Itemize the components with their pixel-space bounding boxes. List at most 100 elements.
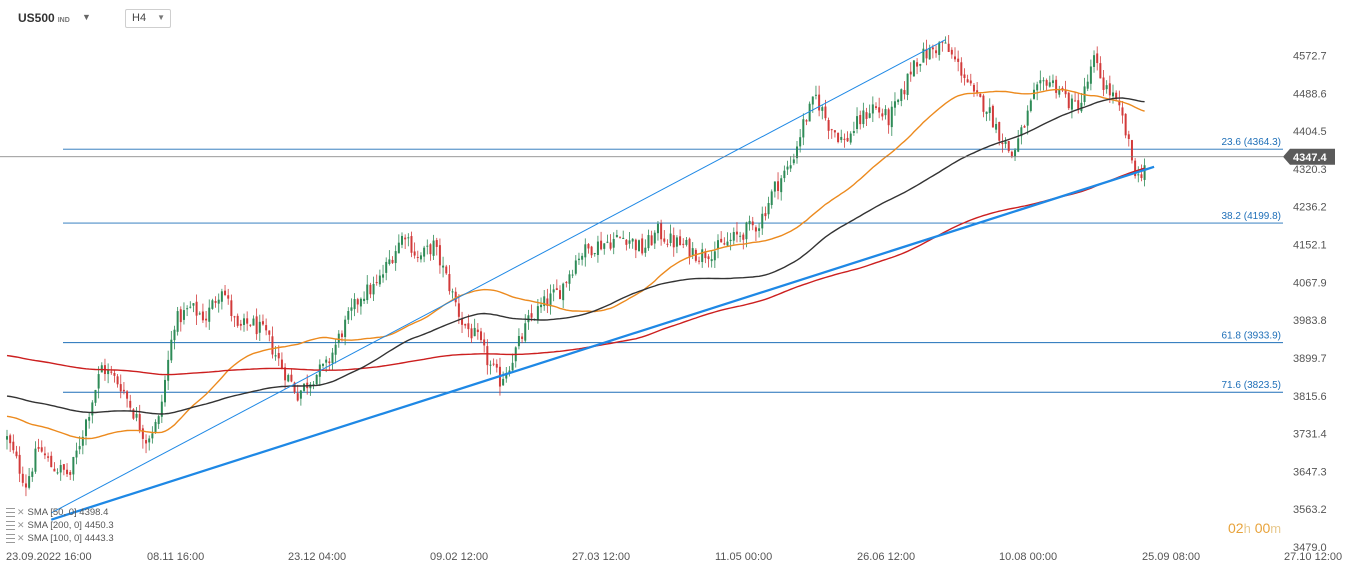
candle <box>906 73 909 101</box>
x-tick-label: 08.11 16:00 <box>147 551 204 563</box>
candle <box>50 451 53 468</box>
settings-icon[interactable] <box>6 507 15 517</box>
x-tick-label: 27.10 12:00 <box>1284 551 1342 563</box>
timeframe-selector[interactable]: H4 ▼ <box>125 9 171 28</box>
candle <box>350 298 353 321</box>
candle <box>868 104 871 119</box>
legend-label: SMA [50, 0] 4398.4 <box>27 507 109 518</box>
close-icon[interactable]: ✕ <box>17 520 25 530</box>
candle <box>15 445 18 459</box>
candle <box>56 468 59 475</box>
candle <box>322 363 324 369</box>
candle <box>243 313 245 332</box>
trendline[interactable] <box>51 39 946 514</box>
settings-icon[interactable] <box>6 520 15 530</box>
candle <box>603 243 606 255</box>
candle <box>1077 93 1080 114</box>
candle <box>419 252 422 263</box>
candle <box>21 466 24 487</box>
candle <box>62 463 65 476</box>
candle <box>347 307 350 324</box>
close-icon[interactable]: ✕ <box>17 507 25 517</box>
candle <box>884 105 887 120</box>
candle <box>69 470 72 481</box>
candle <box>679 229 682 246</box>
candle <box>138 404 141 434</box>
candle <box>214 296 217 308</box>
sma-line[interactable] <box>6 167 1145 376</box>
candle <box>615 229 618 238</box>
candle <box>988 98 991 121</box>
candle <box>1014 148 1017 161</box>
candle <box>258 314 261 342</box>
candle <box>754 225 757 242</box>
candle <box>88 412 91 429</box>
candle <box>954 47 956 62</box>
settings-icon[interactable] <box>6 533 15 543</box>
candle <box>805 119 808 126</box>
candle <box>916 58 919 75</box>
candle <box>517 328 520 350</box>
candle <box>571 269 574 279</box>
candle <box>287 373 290 383</box>
candle <box>998 121 1001 146</box>
sma-line[interactable] <box>6 97 1145 415</box>
candle <box>593 252 596 257</box>
candle <box>540 297 543 314</box>
moving-averages <box>6 88 1145 440</box>
y-tick-label: 3983.8 <box>1293 315 1327 327</box>
candle <box>682 238 685 249</box>
candle <box>1029 98 1032 113</box>
candle <box>170 330 173 364</box>
legend-label: SMA [200, 0] 4450.3 <box>27 520 114 531</box>
candle <box>429 243 432 261</box>
symbol-selector[interactable]: US500 IND <box>18 11 70 25</box>
candle <box>1033 82 1035 100</box>
x-tick-label: 10.08 00:00 <box>999 551 1057 563</box>
candle <box>511 353 514 371</box>
candle <box>426 239 429 255</box>
candle <box>767 196 770 219</box>
sma-line[interactable] <box>6 88 1145 440</box>
candle <box>862 102 865 128</box>
candle <box>1064 80 1067 98</box>
candle <box>160 394 163 423</box>
candle <box>97 366 100 399</box>
candle <box>309 381 312 396</box>
candle <box>1042 77 1045 91</box>
candle <box>543 290 546 311</box>
close-icon[interactable]: ✕ <box>17 533 25 543</box>
legend-row-sma100[interactable]: ✕ SMA [100, 0] 4443.3 <box>6 532 114 545</box>
candle <box>770 189 773 209</box>
candle <box>318 359 321 387</box>
candle <box>154 419 157 434</box>
candle <box>941 40 944 52</box>
candle <box>596 235 599 263</box>
legend-row-sma50[interactable]: ✕ SMA [50, 0] 4398.4 <box>6 506 114 519</box>
candle <box>1096 46 1099 71</box>
candle <box>1127 130 1130 147</box>
candle <box>366 275 369 304</box>
candle <box>843 133 846 148</box>
candle <box>173 325 176 350</box>
x-tick-label: 23.12 04:00 <box>288 551 346 563</box>
candle <box>698 256 701 265</box>
legend-row-sma200[interactable]: ✕ SMA [200, 0] 4450.3 <box>6 519 114 532</box>
chevron-down-icon[interactable]: ▼ <box>82 12 91 22</box>
candle <box>277 345 280 367</box>
candle <box>704 248 707 264</box>
candle <box>568 270 571 291</box>
candle <box>859 110 862 130</box>
candle <box>565 281 568 288</box>
candle <box>461 311 464 334</box>
candle <box>555 279 558 291</box>
candle <box>1080 92 1083 113</box>
candle <box>502 371 505 386</box>
trendline[interactable] <box>50 165 1155 521</box>
candle <box>1124 113 1127 139</box>
candle <box>982 94 985 118</box>
candle <box>249 324 252 328</box>
candle <box>186 305 189 317</box>
candle <box>653 230 656 250</box>
